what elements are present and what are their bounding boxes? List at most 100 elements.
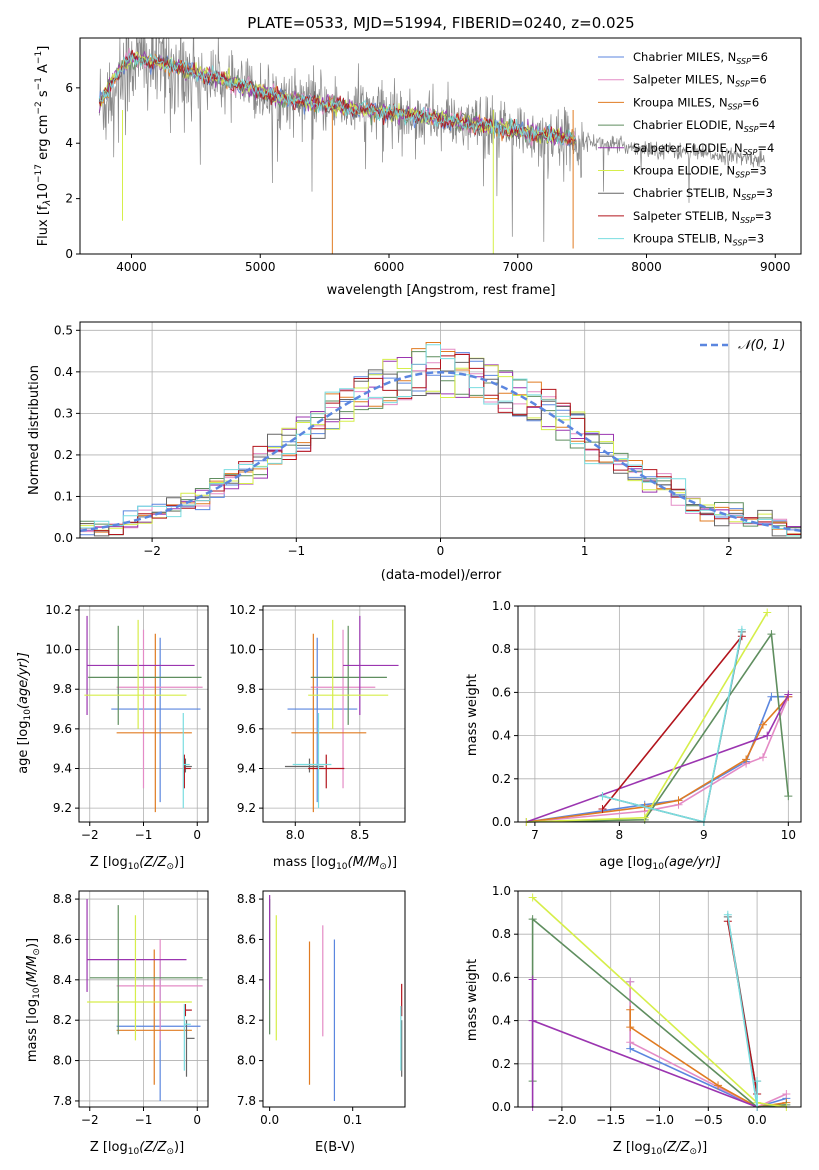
age-vs-mass-panel: 8.0 8.5 9.2 9.4 9.6 9.8 10.0 10.2	[229, 603, 406, 842]
x-tick-label: −1.5	[596, 1113, 625, 1127]
x-tick-label: 9	[700, 828, 708, 842]
x-tick-label: −1.0	[645, 1113, 674, 1127]
model-spectrum-chabrier-stelib	[98, 50, 576, 147]
y-tick-label: 0.2	[54, 448, 73, 462]
x-tick-label: 7000	[502, 260, 533, 274]
series-marker	[674, 796, 683, 805]
series-marker	[782, 1090, 791, 1099]
series-line	[727, 914, 758, 1108]
axes-frame	[78, 890, 209, 1108]
legend-label: Salpeter MILES, NSSP=6	[633, 73, 767, 89]
y-tick-label: 8.0	[53, 1054, 72, 1068]
x-tick-label: 7	[531, 828, 539, 842]
y-tick-label: 10.0	[45, 643, 72, 657]
series-marker	[626, 977, 635, 986]
legend-label: Chabrier MILES, NSSP=6	[633, 50, 768, 66]
axes-frame	[262, 890, 406, 1108]
series-marker	[598, 792, 607, 801]
series-line	[601, 635, 743, 810]
series-marker	[528, 975, 537, 984]
age-z-xlabel: Z [log10(Z/Z⊙)]	[90, 855, 184, 872]
spectrum-xlabel: wavelength [Angstrom, rest frame]	[327, 283, 556, 298]
y-tick-label: 0.4	[492, 729, 511, 743]
y-tick-label: 1.0	[492, 599, 511, 613]
y-tick-label: 10.2	[229, 603, 256, 617]
series-marker	[758, 720, 767, 729]
residual-legend: 𝒩(0, 1)	[700, 338, 785, 353]
residual-histograms	[80, 342, 801, 537]
x-tick-label: −2	[81, 1113, 99, 1127]
x-tick-label: 8.5	[350, 828, 369, 842]
series-line	[526, 631, 790, 823]
series-line	[602, 629, 743, 823]
y-tick-label: 8.6	[237, 932, 256, 946]
x-tick-label: −1	[135, 1113, 153, 1127]
mass-weight-vs-age-panel: 7 8 9 10 0.0 0.2 0.4 0.6 0.8 1.0	[492, 599, 802, 842]
series-marker	[626, 1005, 635, 1014]
series-marker	[528, 893, 537, 902]
x-tick-label: 0	[193, 1113, 201, 1127]
series-line	[602, 631, 743, 823]
legend-label: Kroupa ELODIE, NSSP=3	[633, 164, 767, 180]
mass-z-ylabel: mass [log10(M/M⊙)]	[25, 938, 42, 1062]
y-tick-label: 0.8	[492, 927, 511, 941]
y-tick-label: 0.4	[492, 1014, 511, 1028]
x-tick-label: −2.0	[547, 1113, 576, 1127]
y-tick-label: 0.0	[54, 531, 73, 545]
x-tick-label: −1	[135, 828, 153, 842]
series-marker	[714, 1081, 723, 1090]
series-marker	[784, 690, 793, 699]
series-line	[526, 612, 768, 823]
axes-frame	[517, 605, 802, 823]
spectrum-ylabel: Flux [fλ10−17 erg cm−2 s−1 A−1]	[34, 46, 53, 247]
histogram-kroupa-stelib	[80, 344, 801, 537]
series-marker	[763, 608, 772, 617]
mw-z-xlabel: Z [log10(Z/Z⊙)]	[613, 1140, 707, 1157]
series-marker	[767, 692, 776, 701]
y-tick-label: 2	[65, 192, 73, 206]
axes-frame	[79, 321, 802, 539]
y-tick-label: 0.5	[54, 323, 73, 337]
y-tick-label: 8.6	[53, 932, 72, 946]
y-tick-label: 8.0	[237, 1054, 256, 1068]
y-tick-label: 10.0	[229, 643, 256, 657]
normal-curve	[80, 371, 801, 532]
x-tick-label: 8000	[631, 260, 662, 274]
mw-age-ylabel: mass weight	[465, 674, 480, 756]
legend-label: Salpeter ELODIE, NSSP=4	[633, 141, 774, 157]
series-marker	[753, 1077, 762, 1086]
y-tick-label: 9.4	[53, 761, 72, 775]
x-tick-label: 4000	[116, 260, 147, 274]
mw-z-ylabel: mass weight	[465, 959, 480, 1041]
y-tick-label: 8.8	[237, 892, 256, 906]
age-vs-metallicity-panel: −2 −1 0 9.2 9.4 9.6 9.8 10.0 10.2	[45, 603, 209, 842]
mass-vs-metallicity-panel: −2 −1 0 7.8 8.0 8.2 8.4 8.6 8.8	[53, 890, 209, 1127]
series-marker	[723, 910, 732, 919]
x-tick-label: −2	[143, 544, 161, 558]
axes-frame	[78, 605, 209, 823]
series-marker	[742, 755, 751, 764]
x-tick-label: 6000	[374, 260, 405, 274]
series-marker	[626, 1023, 635, 1032]
age-z-ylabel: age [log10(age/yr)]	[16, 652, 33, 774]
x-tick-label: −1	[287, 544, 305, 558]
x-tick-label: 8.0	[286, 828, 305, 842]
y-tick-label: 8.4	[53, 973, 72, 987]
residual-xlabel: (data-model)/error	[381, 568, 502, 583]
x-tick-label: −0.5	[694, 1113, 723, 1127]
y-tick-label: 8.8	[53, 892, 72, 906]
series-marker	[626, 1038, 635, 1047]
y-tick-label: 9.6	[237, 722, 256, 736]
axes-frame	[517, 890, 802, 1108]
model-spectrum-kroupa-stelib	[98, 52, 576, 145]
y-tick-label: 9.6	[53, 722, 72, 736]
y-tick-label: 9.8	[237, 682, 256, 696]
y-tick-label: 7.8	[237, 1094, 256, 1108]
y-tick-label: 1.0	[492, 884, 511, 898]
mass-weight-vs-metallicity-panel: −2.0 −1.5 −1.0 −0.5 0.0 0.0 0.2 0.4 0.6 0.8 1.0	[492, 884, 802, 1127]
x-tick-label: 0	[193, 828, 201, 842]
age-mass-xlabel: mass [log10(M/M⊙)]	[273, 855, 397, 872]
mass-z-xlabel: Z [log10(Z/Z⊙)]	[90, 1140, 184, 1157]
y-tick-label: 0.0	[492, 1100, 511, 1114]
